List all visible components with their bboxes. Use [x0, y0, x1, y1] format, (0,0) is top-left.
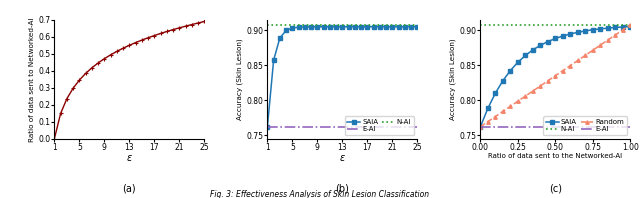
N-AI: [264, 24, 271, 26]
SAIA: [574, 31, 582, 33]
SAIA: [364, 26, 371, 28]
SAIA: [295, 26, 303, 28]
SAIA: [395, 26, 403, 28]
Random: [484, 120, 492, 123]
SAIA: [604, 27, 612, 29]
SAIA: [326, 26, 333, 28]
SAIA: [627, 25, 634, 28]
Random: [536, 85, 544, 87]
SAIA: [559, 35, 567, 37]
Random: [604, 39, 612, 41]
SAIA: [388, 26, 396, 28]
Text: (b): (b): [335, 184, 349, 194]
SAIA: [612, 26, 620, 29]
X-axis label: ε: ε: [127, 153, 132, 163]
SAIA: [314, 26, 321, 28]
SAIA: [514, 61, 522, 63]
Random: [544, 80, 552, 82]
SAIA: [589, 29, 596, 31]
SAIA: [289, 27, 296, 29]
Random: [559, 69, 567, 72]
SAIA: [529, 49, 537, 51]
Legend: SAIA, N-AI, Random, E-AI: SAIA, N-AI, Random, E-AI: [543, 116, 627, 135]
Text: (a): (a): [123, 184, 136, 194]
SAIA: [536, 44, 544, 47]
SAIA: [413, 26, 421, 28]
SAIA: [320, 26, 328, 28]
Random: [492, 115, 499, 118]
Random: [499, 110, 507, 113]
N-AI: [257, 24, 265, 26]
SAIA: [357, 26, 365, 28]
Y-axis label: Accuracy (Skin Lesion): Accuracy (Skin Lesion): [237, 38, 243, 120]
E-AI: [264, 126, 271, 128]
SAIA: [307, 26, 315, 28]
Random: [619, 29, 627, 31]
SAIA: [477, 126, 484, 128]
Line: SAIA: SAIA: [266, 25, 419, 129]
Line: Random: Random: [479, 23, 632, 129]
Text: Fig. 3: Effectiveness Analysis of Skin Lesion Classification: Fig. 3: Effectiveness Analysis of Skin L…: [211, 190, 429, 198]
Y-axis label: Ratio of data sent to Networked-AI: Ratio of data sent to Networked-AI: [29, 17, 35, 142]
SAIA: [282, 29, 290, 32]
Random: [574, 59, 582, 62]
SAIA: [339, 26, 346, 28]
SAIA: [499, 80, 507, 82]
SAIA: [407, 26, 415, 28]
E-AI: [257, 126, 265, 128]
Random: [566, 64, 574, 67]
SAIA: [484, 107, 492, 109]
Random: [582, 54, 589, 56]
SAIA: [270, 59, 278, 61]
SAIA: [619, 26, 627, 28]
Random: [589, 49, 596, 51]
SAIA: [552, 37, 559, 40]
SAIA: [351, 26, 359, 28]
SAIA: [345, 26, 353, 28]
Random: [627, 24, 634, 26]
SAIA: [264, 126, 271, 128]
SAIA: [544, 40, 552, 43]
SAIA: [332, 26, 340, 28]
SAIA: [566, 33, 574, 35]
Legend: SAIA, E-AI, N-AI: SAIA, E-AI, N-AI: [345, 116, 414, 135]
SAIA: [492, 92, 499, 94]
Random: [529, 90, 537, 92]
Random: [612, 34, 620, 36]
Random: [514, 100, 522, 102]
Random: [522, 95, 529, 97]
SAIA: [370, 26, 378, 28]
Random: [552, 74, 559, 77]
SAIA: [401, 26, 409, 28]
SAIA: [596, 28, 604, 30]
SAIA: [376, 26, 384, 28]
SAIA: [582, 30, 589, 32]
Random: [477, 126, 484, 128]
Text: (c): (c): [549, 184, 562, 194]
X-axis label: Ratio of data sent to the Networked-AI: Ratio of data sent to the Networked-AI: [488, 153, 623, 159]
Y-axis label: Accuracy (Skin Lesion): Accuracy (Skin Lesion): [450, 38, 456, 120]
Random: [596, 44, 604, 46]
SAIA: [522, 54, 529, 57]
SAIA: [382, 26, 390, 28]
SAIA: [301, 26, 308, 28]
Line: SAIA: SAIA: [479, 25, 632, 129]
Random: [507, 105, 515, 108]
X-axis label: ε: ε: [340, 153, 345, 163]
SAIA: [507, 69, 515, 72]
SAIA: [276, 37, 284, 39]
